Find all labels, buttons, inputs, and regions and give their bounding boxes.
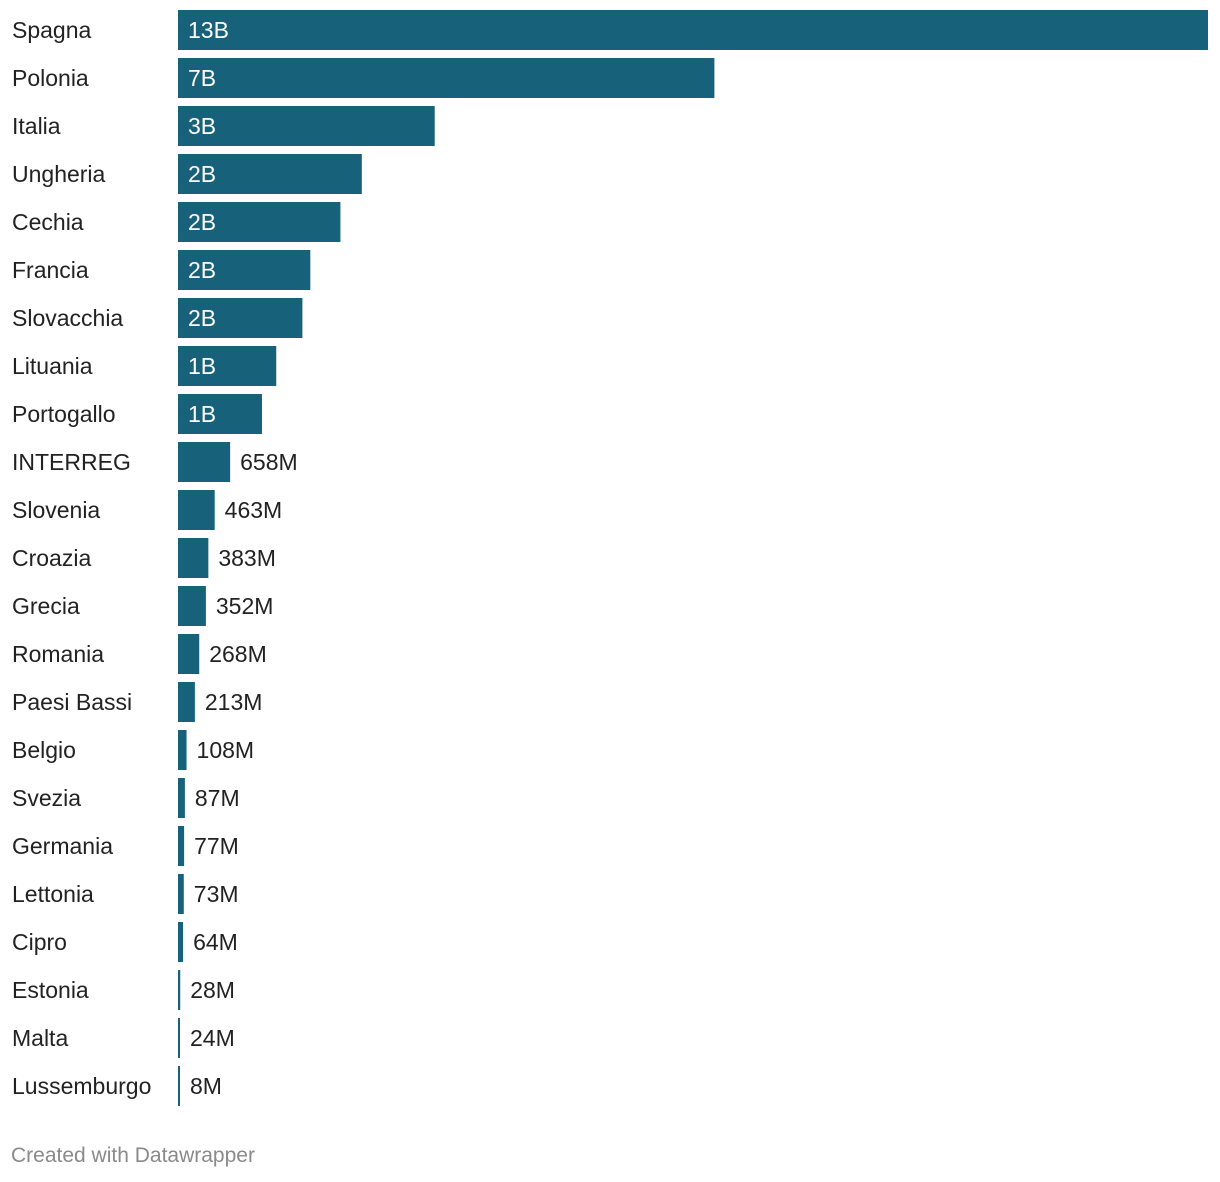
category-label: Croazia <box>12 545 91 571</box>
bar <box>178 586 206 626</box>
bar <box>178 922 184 962</box>
bar-chart: Spagna 13B Polonia 7B Italia 3B Ungheria 2B Cech… <box>12 10 1208 1106</box>
value-label: 7B <box>188 65 216 91</box>
value-label: 1B <box>188 401 216 427</box>
bar <box>178 826 185 866</box>
value-label: 2B <box>188 209 216 235</box>
bar <box>178 58 715 98</box>
bar <box>178 778 185 818</box>
value-label: 28M <box>190 977 235 1003</box>
value-label: 24M <box>190 1025 235 1051</box>
category-label: Grecia <box>12 593 80 619</box>
value-label: 463M <box>225 497 283 523</box>
category-label: Svezia <box>12 785 81 811</box>
category-label: Belgio <box>12 737 76 763</box>
bar <box>178 970 181 1010</box>
bar <box>178 490 215 530</box>
category-label: Italia <box>12 113 61 139</box>
category-label: Romania <box>12 641 104 667</box>
category-label: Lussemburgo <box>12 1073 151 1099</box>
category-label: Slovenia <box>12 497 100 523</box>
category-label: Polonia <box>12 65 89 91</box>
category-label: Estonia <box>12 977 89 1003</box>
bar <box>178 1018 180 1058</box>
value-label: 2B <box>188 305 216 331</box>
bar <box>178 250 311 290</box>
value-label: 1B <box>188 353 216 379</box>
value-label: 2B <box>188 257 216 283</box>
value-label: 268M <box>209 641 267 667</box>
category-label: Spagna <box>12 17 92 43</box>
category-label: Francia <box>12 257 89 283</box>
category-label: INTERREG <box>12 449 131 475</box>
category-label: Lettonia <box>12 881 94 907</box>
bar <box>178 634 200 674</box>
category-label: Lituania <box>12 353 93 379</box>
category-label: Portogallo <box>12 401 116 427</box>
bar <box>178 10 1208 50</box>
bar <box>178 346 277 386</box>
datawrapper-credit: Created with Datawrapper <box>11 1144 255 1167</box>
bar <box>178 730 187 770</box>
category-label: Ungheria <box>12 161 106 187</box>
value-label: 8M <box>190 1073 222 1099</box>
value-label: 64M <box>193 929 238 955</box>
value-label: 13B <box>188 17 229 43</box>
value-label: 77M <box>194 833 239 859</box>
bar <box>178 106 435 146</box>
value-label: 213M <box>205 689 263 715</box>
value-label: 383M <box>218 545 276 571</box>
bar <box>178 874 184 914</box>
value-label: 87M <box>195 785 240 811</box>
category-label: Paesi Bassi <box>12 689 132 715</box>
category-label: Cechia <box>12 209 84 235</box>
bar <box>178 442 231 482</box>
category-label: Slovacchia <box>12 305 123 331</box>
bar <box>178 202 341 242</box>
bar <box>178 394 262 434</box>
bar <box>178 682 195 722</box>
bar <box>178 154 362 194</box>
bar <box>178 538 209 578</box>
bar <box>178 1066 180 1106</box>
value-label: 3B <box>188 113 216 139</box>
value-label: 352M <box>216 593 274 619</box>
value-label: 2B <box>188 161 216 187</box>
bar <box>178 298 303 338</box>
value-label: 73M <box>194 881 239 907</box>
value-label: 658M <box>240 449 298 475</box>
category-label: Germania <box>12 833 113 859</box>
category-label: Cipro <box>12 929 67 955</box>
category-label: Malta <box>12 1025 68 1051</box>
value-label: 108M <box>197 737 255 763</box>
